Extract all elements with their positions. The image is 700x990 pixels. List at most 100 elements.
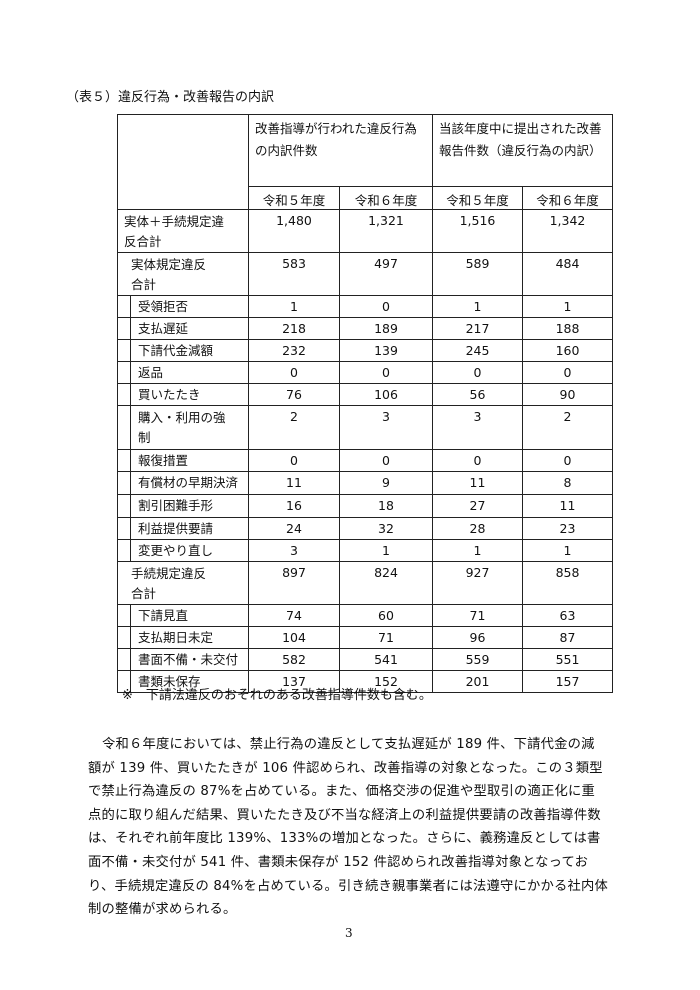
value-cell: 71 (339, 626, 433, 649)
value-cell: 0 (248, 449, 340, 472)
value-cell: 0 (339, 295, 433, 318)
value-cell: 0 (248, 361, 340, 384)
value-cell: 27 (432, 494, 523, 518)
year-header: 令和６年度 (522, 186, 613, 210)
row-label: 購入・利用の強制 (130, 406, 233, 449)
value-cell: 559 (432, 648, 523, 671)
row-label-cell: 下請見直 (117, 604, 249, 627)
table-row: 手続規定違反合計 897 824 927 858 (117, 561, 613, 605)
value-cell: 0 (432, 449, 523, 472)
row-label-cell: 買いたたき (117, 383, 249, 406)
row-label-cell: 支払期日未定 (117, 626, 249, 649)
value-cell: 551 (522, 648, 613, 671)
value-cell: 1 (339, 539, 433, 562)
value-cell: 245 (432, 339, 523, 362)
value-cell: 139 (339, 339, 433, 362)
table-row: 支払期日未定 104 71 96 87 (117, 626, 613, 649)
table-row: 買いたたき 76 106 56 90 (117, 383, 613, 406)
row-label-cell: 購入・利用の強制 (117, 405, 249, 450)
value-cell: 11 (248, 471, 340, 495)
row-label: 有償材の早期決済 (130, 472, 248, 494)
value-cell: 2 (248, 405, 340, 450)
value-cell: 232 (248, 339, 340, 362)
row-label-cell: 割引困難手形 (117, 494, 249, 518)
row-label: 支払遅延 (130, 318, 248, 339)
value-cell: 582 (248, 648, 340, 671)
row-label-cell: 実体規定違反合計 (117, 252, 249, 296)
table-footnote: ※ 下請法違反のおそれのある改善指導件数も含む。 (122, 688, 432, 703)
row-label: 変更やり直し (130, 540, 248, 561)
row-label-cell: 返品 (117, 361, 249, 384)
value-cell: 0 (522, 449, 613, 472)
value-cell: 0 (432, 361, 523, 384)
row-label: 割引困難手形 (130, 495, 248, 517)
table-row: 報復措置 0 0 0 0 (117, 449, 613, 472)
value-cell: 0 (339, 361, 433, 384)
value-cell: 160 (522, 339, 613, 362)
value-cell: 541 (339, 648, 433, 671)
value-cell: 3 (248, 539, 340, 562)
row-label-cell: 手続規定違反合計 (117, 561, 249, 605)
value-cell: 28 (432, 517, 523, 540)
value-cell: 157 (522, 670, 613, 693)
value-cell: 18 (339, 494, 433, 518)
table-row: 返品 0 0 0 0 (117, 361, 613, 384)
row-label: 書類未保存 (130, 671, 248, 692)
value-cell: 90 (522, 383, 613, 406)
table-row: 有償材の早期決済 11 9 11 8 (117, 471, 613, 495)
table-row: 購入・利用の強制 2 3 3 2 (117, 405, 613, 450)
table-row: 書面不備・未交付 582 541 559 551 (117, 648, 613, 671)
body-paragraph: 令和６年度においては、禁止行為の違反として支払遅延が 189 件、下請代金の減額… (88, 737, 608, 918)
value-cell: 858 (522, 561, 613, 605)
value-cell: 16 (248, 494, 340, 518)
value-cell: 76 (248, 383, 340, 406)
row-label: 手続規定違反合計 (131, 566, 207, 601)
value-cell: 1 (432, 539, 523, 562)
value-cell: 23 (522, 517, 613, 540)
value-cell: 583 (248, 252, 340, 296)
table-row: 利益提供要請 24 32 28 23 (117, 517, 613, 540)
corner-cell (117, 114, 249, 210)
violations-table: 改善指導が行われた違反行為の内訳件数 当該年度中に提出された改善報告件数（違反行… (117, 114, 613, 693)
value-cell: 217 (432, 317, 523, 340)
row-label: 受領拒否 (130, 296, 248, 317)
value-cell: 104 (248, 626, 340, 649)
table-row: 変更やり直し 3 1 1 1 (117, 539, 613, 562)
value-cell: 3 (432, 405, 523, 450)
row-label: 支払期日未定 (130, 627, 248, 648)
value-cell: 0 (339, 449, 433, 472)
value-cell: 188 (522, 317, 613, 340)
value-cell: 3 (339, 405, 433, 450)
value-cell: 63 (522, 604, 613, 627)
row-label: 返品 (130, 362, 248, 383)
row-label-cell: 変更やり直し (117, 539, 249, 562)
row-label: 下請見直 (130, 605, 248, 626)
table-row: 実体＋手続規定違反合計 1,480 1,321 1,516 1,342 (117, 209, 613, 253)
value-cell: 484 (522, 252, 613, 296)
value-cell: 0 (522, 361, 613, 384)
year-header: 令和５年度 (248, 186, 340, 210)
value-cell: 1 (522, 539, 613, 562)
row-label: 実体＋手続規定違反合計 (124, 214, 225, 249)
row-label: 実体規定違反合計 (131, 257, 207, 292)
value-cell: 1,342 (522, 209, 613, 253)
value-cell: 1,516 (432, 209, 523, 253)
value-cell: 87 (522, 626, 613, 649)
value-cell: 11 (432, 471, 523, 495)
value-cell: 96 (432, 626, 523, 649)
row-label-cell: 報復措置 (117, 449, 249, 472)
table-row: 下請代金減額 232 139 245 160 (117, 339, 613, 362)
row-label: 書面不備・未交付 (130, 649, 248, 670)
table-row: 割引困難手形 16 18 27 11 (117, 494, 613, 518)
value-cell: 1 (432, 295, 523, 318)
value-cell: 106 (339, 383, 433, 406)
row-label: 利益提供要請 (130, 518, 248, 539)
value-cell: 2 (522, 405, 613, 450)
value-cell: 1 (248, 295, 340, 318)
group-header-guidance: 改善指導が行われた違反行為の内訳件数 (248, 114, 433, 187)
value-cell: 201 (432, 670, 523, 693)
row-label: 買いたたき (130, 384, 248, 405)
row-label-cell: 支払遅延 (117, 317, 249, 340)
value-cell: 8 (522, 471, 613, 495)
value-cell: 897 (248, 561, 340, 605)
